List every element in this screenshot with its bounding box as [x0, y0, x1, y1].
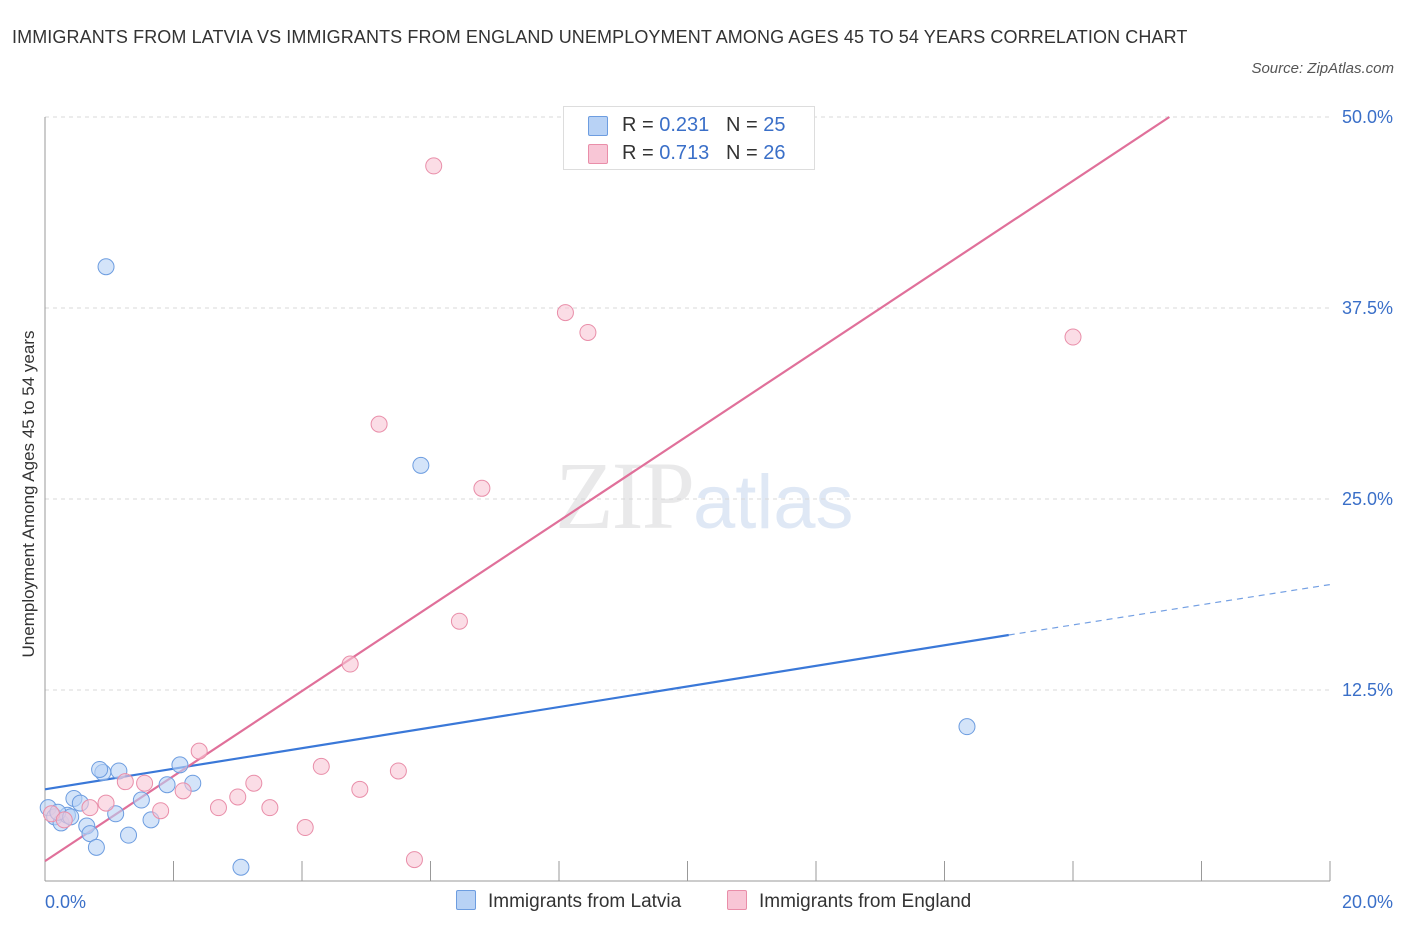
x-tick-label: 0.0% — [45, 892, 86, 912]
latvia-n-label: N = — [725, 114, 764, 136]
latvia-point — [958, 718, 976, 736]
england-point — [136, 774, 154, 792]
bottom-legend-england: Immigrants from England — [727, 890, 971, 914]
chart-title: IMMIGRANTS FROM LATVIA VS IMMIGRANTS FRO… — [12, 27, 1188, 47]
england-point — [351, 780, 369, 798]
correlation-legend: R = 0.231 N = 25 R = 0.713 N = 26 — [563, 106, 815, 170]
watermark-zip: ZIP — [555, 442, 695, 549]
watermark: ZIPatlas — [555, 440, 854, 551]
england-point — [341, 655, 359, 673]
y-tick-label: 12.5% — [1342, 680, 1393, 700]
axes — [44, 117, 1331, 882]
bottom-england-swatch — [727, 890, 747, 910]
england-point — [473, 479, 491, 497]
england-point — [209, 799, 227, 817]
tick-labels: 12.5% 25.0% 37.5% 50.0% 0.0% 20.0% — [45, 107, 1393, 912]
latvia-point — [91, 760, 109, 778]
latvia-r-label: R = — [622, 114, 660, 136]
latvia-r-value: 0.231 — [659, 114, 710, 136]
england-point — [245, 774, 263, 792]
latvia-point — [232, 858, 250, 876]
trend-line-latvia-extension — [1008, 583, 1331, 636]
y-tick-label: 37.5% — [1342, 298, 1393, 318]
grid-lines — [45, 116, 1330, 691]
latvia-point — [132, 791, 150, 809]
england-point — [174, 782, 192, 800]
latvia-point — [412, 456, 430, 474]
england-point — [296, 819, 314, 837]
bottom-latvia-label: Immigrants from Latvia — [488, 891, 682, 912]
england-point — [556, 304, 574, 322]
y-axis-label: Unemployment Among Ages 45 to 54 years — [19, 331, 38, 658]
latvia-swatch — [588, 116, 608, 136]
latvia-point — [120, 826, 138, 844]
england-point — [389, 762, 407, 780]
y-tick-label: 50.0% — [1342, 107, 1393, 127]
england-point — [450, 612, 468, 630]
latvia-point — [107, 805, 125, 823]
watermark-atlas: atlas — [693, 460, 854, 545]
x-tick-label: 20.0% — [1342, 892, 1393, 912]
england-point — [312, 757, 330, 775]
bottom-england-label: Immigrants from England — [759, 891, 972, 912]
england-r-value: 0.713 — [659, 142, 710, 164]
bottom-latvia-swatch — [456, 890, 476, 910]
latvia-point — [158, 776, 176, 794]
england-n-label: N = — [725, 142, 764, 164]
latvia-point — [97, 258, 115, 276]
england-point — [425, 157, 443, 175]
latvia-point — [87, 838, 105, 856]
england-point — [152, 802, 170, 820]
england-point — [97, 794, 115, 812]
england-point — [405, 851, 423, 869]
y-tick-label: 25.0% — [1342, 489, 1393, 509]
data-points — [39, 157, 1082, 876]
england-point — [370, 415, 388, 433]
latvia-point — [81, 825, 99, 843]
bottom-legend-latvia: Immigrants from Latvia — [456, 890, 681, 914]
latvia-point — [171, 756, 189, 774]
trend-lines — [44, 116, 1331, 863]
england-point — [1064, 328, 1082, 346]
england-point — [81, 799, 99, 817]
trend-line-england — [44, 116, 1170, 863]
england-point — [55, 811, 73, 829]
england-point — [116, 773, 134, 791]
england-n-value: 26 — [763, 142, 786, 164]
england-point — [579, 323, 597, 341]
latvia-n-value: 25 — [763, 114, 786, 136]
england-swatch — [588, 144, 608, 164]
england-point — [190, 742, 208, 760]
england-point — [261, 799, 279, 817]
england-r-label: R = — [622, 142, 660, 164]
source-label: Source: ZipAtlas.com — [1251, 60, 1394, 77]
england-point — [229, 788, 247, 806]
trend-line-latvia — [44, 633, 1009, 791]
